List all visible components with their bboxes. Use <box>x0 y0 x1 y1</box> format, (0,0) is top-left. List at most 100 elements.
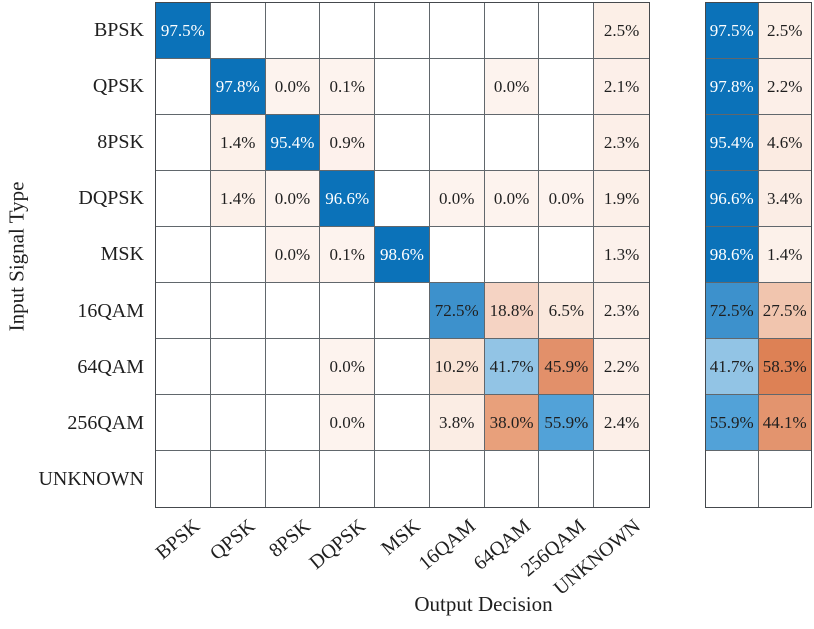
matrix-cell <box>320 283 376 339</box>
matrix-cell <box>484 115 540 171</box>
summary-incorrect-cell: 1.4% <box>758 227 811 283</box>
matrix-cell <box>156 171 211 227</box>
matrix-cell <box>484 451 540 507</box>
summary-incorrect-cell: 44.1% <box>758 395 811 451</box>
matrix-cell: 98.6% <box>375 227 430 283</box>
confusion-matrix-grid: 97.5% 2.5% 97.8% 0.0% 0.1% 0.0% 2.1% 1.4% 95.4% 0… <box>155 2 650 508</box>
matrix-cell <box>210 339 266 395</box>
matrix-cell: 45.9% <box>539 339 595 395</box>
matrix-cell: 0.1% <box>320 227 376 283</box>
matrix-cell: 96.6% <box>320 171 376 227</box>
matrix-cell <box>484 3 540 59</box>
matrix-cell: 1.4% <box>210 171 266 227</box>
matrix-cell <box>265 451 321 507</box>
y-tick-label: QPSK <box>92 74 144 97</box>
matrix-cell: 2.4% <box>594 395 649 451</box>
summary-incorrect-cell: 2.2% <box>758 59 811 115</box>
summary-correct-cell: 96.6% <box>706 171 759 227</box>
matrix-cell <box>210 283 266 339</box>
matrix-cell: 18.8% <box>484 283 540 339</box>
matrix-cell <box>375 395 430 451</box>
matrix-cell: 3.8% <box>429 395 485 451</box>
matrix-cell <box>320 451 376 507</box>
summary-correct-cell: 97.5% <box>706 3 759 59</box>
matrix-cell: 0.0% <box>484 171 540 227</box>
x-tick-label: BPSK <box>152 515 205 565</box>
row-summary-grid: 97.5% 2.5% 97.8% 2.2% 95.4% 4.6% 96.6% 3.4% 98.6… <box>705 2 812 508</box>
matrix-cell <box>156 339 211 395</box>
matrix-cell: 2.2% <box>594 339 649 395</box>
summary-correct-cell: 97.8% <box>706 59 759 115</box>
matrix-cell <box>210 395 266 451</box>
matrix-cell: 2.1% <box>594 59 649 115</box>
matrix-cell <box>156 227 211 283</box>
matrix-cell: 0.0% <box>265 59 321 115</box>
matrix-cell: 0.9% <box>320 115 376 171</box>
matrix-cell <box>375 59 430 115</box>
matrix-cell: 2.3% <box>594 115 649 171</box>
matrix-cell <box>594 451 649 507</box>
matrix-cell: 72.5% <box>429 283 485 339</box>
matrix-cell: 0.0% <box>484 59 540 115</box>
summary-incorrect-cell: 58.3% <box>758 339 811 395</box>
matrix-cell: 1.9% <box>594 171 649 227</box>
matrix-cell: 0.0% <box>539 171 595 227</box>
matrix-cell <box>429 59 485 115</box>
matrix-cell <box>375 451 430 507</box>
summary-incorrect-cell <box>758 451 811 507</box>
y-tick-label: BPSK <box>93 18 144 41</box>
summary-correct-cell: 72.5% <box>706 283 759 339</box>
summary-correct-cell <box>706 451 759 507</box>
matrix-cell <box>156 283 211 339</box>
summary-correct-cell: 95.4% <box>706 115 759 171</box>
matrix-cell <box>210 3 266 59</box>
matrix-cell: 2.5% <box>594 3 649 59</box>
matrix-cell: 1.4% <box>210 115 266 171</box>
y-tick-label: 16QAM <box>77 299 144 322</box>
summary-incorrect-cell: 27.5% <box>758 283 811 339</box>
y-axis-tick-labels: BPSK QPSK 8PSK DQPSK MSK 16QAM 64QAM 256QAM UNKN… <box>0 2 147 508</box>
matrix-cell <box>539 3 595 59</box>
matrix-cell <box>539 451 595 507</box>
matrix-cell <box>265 283 321 339</box>
matrix-cell <box>156 451 211 507</box>
matrix-cell <box>265 395 321 451</box>
y-tick-label: 64QAM <box>77 355 144 378</box>
matrix-cell: 6.5% <box>539 283 595 339</box>
summary-incorrect-cell: 3.4% <box>758 171 811 227</box>
matrix-cell: 55.9% <box>539 395 595 451</box>
matrix-cell: 95.4% <box>265 115 321 171</box>
matrix-cell: 0.0% <box>429 171 485 227</box>
matrix-cell <box>429 451 485 507</box>
y-tick-label: 8PSK <box>97 131 144 154</box>
matrix-cell: 0.0% <box>265 227 321 283</box>
matrix-cell: 0.1% <box>320 59 376 115</box>
matrix-cell: 0.0% <box>320 395 376 451</box>
matrix-cell <box>210 451 266 507</box>
y-tick-label: 256QAM <box>67 412 144 435</box>
x-tick-label: QPSK <box>206 515 260 565</box>
matrix-cell: 10.2% <box>429 339 485 395</box>
matrix-cell <box>210 227 266 283</box>
matrix-cell: 1.3% <box>594 227 649 283</box>
summary-correct-cell: 55.9% <box>706 395 759 451</box>
y-tick-label: DQPSK <box>78 187 144 210</box>
matrix-cell: 41.7% <box>484 339 540 395</box>
matrix-cell: 97.5% <box>156 3 211 59</box>
summary-incorrect-cell: 4.6% <box>758 115 811 171</box>
matrix-cell <box>375 339 430 395</box>
matrix-cell <box>156 115 211 171</box>
summary-incorrect-cell: 2.5% <box>758 3 811 59</box>
matrix-cell <box>156 395 211 451</box>
y-tick-label: MSK <box>100 243 144 266</box>
matrix-cell <box>265 339 321 395</box>
matrix-cell <box>429 3 485 59</box>
x-tick-label: 16QAM <box>414 515 480 575</box>
x-axis-title: Output Decision <box>414 592 553 616</box>
matrix-cell: 0.0% <box>265 171 321 227</box>
y-tick-label: UNKNOWN <box>38 468 144 491</box>
matrix-cell <box>156 59 211 115</box>
matrix-cell <box>539 59 595 115</box>
matrix-cell <box>484 227 540 283</box>
